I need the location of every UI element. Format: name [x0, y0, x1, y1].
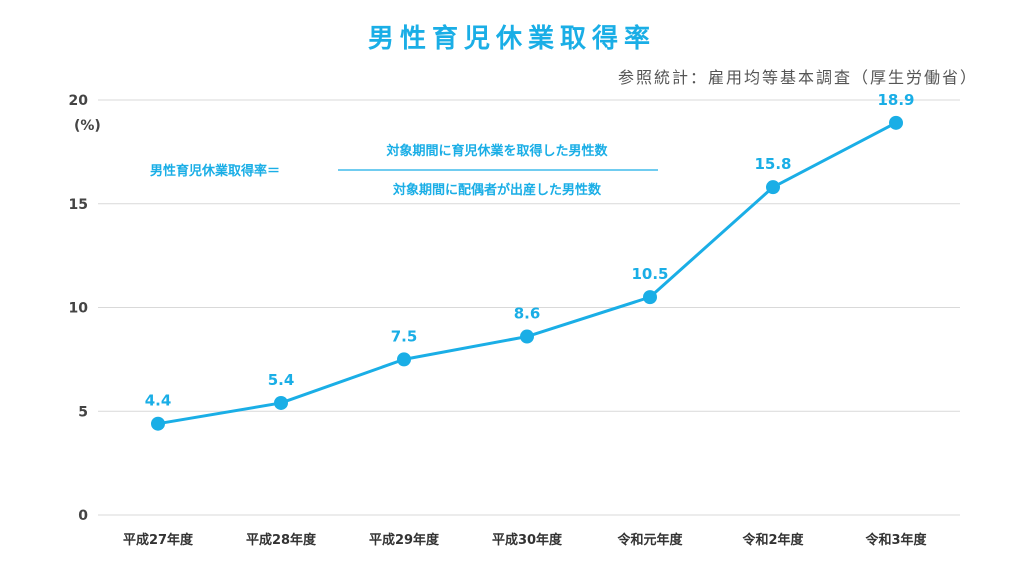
y-axis-ticks: 0 5 10 15 20	[69, 93, 89, 524]
data-labels: 4.4 5.4 7.5 8.6 10.5 15.8 18.9	[145, 91, 915, 410]
y-axis-unit: (%)	[74, 118, 101, 134]
x-tick-label: 令和3年度	[865, 532, 927, 548]
formula-lhs: 男性育児休業取得率＝	[150, 163, 280, 179]
data-label: 10.5	[631, 265, 668, 283]
x-tick-label: 令和2年度	[742, 532, 804, 548]
x-tick-label: 平成27年度	[123, 532, 194, 548]
data-point	[397, 352, 411, 367]
x-tick-label: 平成30年度	[492, 532, 563, 548]
data-points	[151, 115, 903, 431]
formula-denominator: 対象期間に配偶者が出産した男性数	[392, 182, 602, 198]
data-label: 7.5	[391, 327, 418, 345]
x-axis-labels: 平成27年度 平成28年度 平成29年度 平成30年度 令和元年度 令和2年度 令和3年度	[123, 532, 928, 548]
data-label: 4.4	[145, 392, 172, 410]
data-point	[643, 290, 657, 305]
data-point	[520, 329, 534, 344]
x-tick-label: 平成29年度	[369, 532, 440, 548]
x-tick-label: 令和元年度	[617, 532, 683, 548]
data-point	[889, 115, 903, 130]
y-tick-label: 20	[69, 93, 89, 109]
data-label: 18.9	[877, 91, 914, 109]
y-tick-label: 0	[78, 508, 88, 524]
data-label: 8.6	[514, 305, 541, 323]
y-tick-label: 5	[78, 404, 88, 420]
x-tick-label: 平成28年度	[246, 532, 317, 548]
data-point	[274, 395, 288, 410]
gridlines	[98, 99, 960, 516]
y-tick-label: 15	[69, 197, 88, 213]
data-label: 15.8	[754, 155, 791, 173]
chart-title: 男性育児休業取得率	[367, 24, 656, 54]
formula-numerator: 対象期間に育児休業を取得した男性数	[385, 143, 608, 159]
data-label: 5.4	[268, 371, 295, 389]
data-point	[151, 416, 165, 431]
formula: 男性育児休業取得率＝ 対象期間に育児休業を取得した男性数 対象期間に配偶者が出産…	[150, 143, 658, 198]
data-point	[766, 180, 780, 195]
source-note: 参照統計：雇用均等基本調査（厚生労働省）	[617, 68, 978, 87]
y-tick-label: 10	[69, 301, 89, 317]
